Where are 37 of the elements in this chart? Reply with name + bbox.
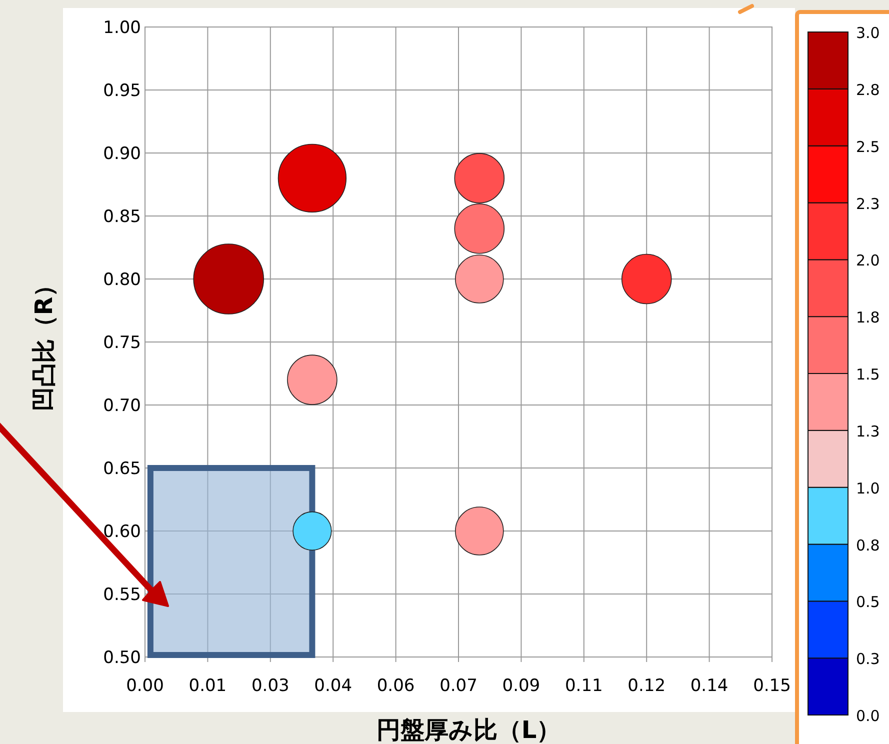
x-tick-label: 0.15 <box>753 676 791 696</box>
color-bar-label: 0.3 <box>856 650 880 668</box>
color-bar-label: 2.3 <box>856 194 880 213</box>
x-tick-label: 0.14 <box>690 676 728 696</box>
y-tick-label: 1.00 <box>103 18 141 38</box>
y-tick-label: 0.65 <box>103 459 141 479</box>
x-tick-label: 0.06 <box>376 676 415 696</box>
color-bar-label: 0.8 <box>856 536 880 554</box>
x-axis-title: 円盤厚み比（L） <box>376 716 561 744</box>
color-bar-label: 1.5 <box>856 366 880 384</box>
color-bar-label: 1.3 <box>856 422 880 440</box>
color-bar-label: 3.0 <box>856 24 880 42</box>
y-tick-label: 0.55 <box>103 585 141 605</box>
y-tick-label: 0.70 <box>103 396 141 416</box>
y-tick-label: 0.75 <box>103 333 141 353</box>
x-tick-label: 0.09 <box>502 676 540 696</box>
y-tick-label: 0.50 <box>103 648 141 668</box>
y-tick-label: 0.80 <box>103 270 141 290</box>
color-bar-label: 1.0 <box>856 479 880 498</box>
y-tick-label: 0.90 <box>103 144 141 164</box>
color-bar-label: 0.5 <box>856 593 880 612</box>
x-tick-label: 0.03 <box>251 676 290 696</box>
y-tick-label: 0.85 <box>103 207 141 227</box>
color-bar-label: 1.8 <box>856 308 880 327</box>
x-tick-label: 0.11 <box>564 676 603 696</box>
x-tick-label: 0.12 <box>628 676 666 696</box>
x-tick-label: 0.01 <box>188 676 227 696</box>
x-tick-label: 0.07 <box>440 676 478 696</box>
color-bar-label: 0.0 <box>856 707 880 725</box>
x-tick-label: 0.00 <box>126 676 164 696</box>
y-tick-label: 0.60 <box>103 522 141 542</box>
y-axis-title: 凹凸比（R） <box>30 272 58 412</box>
y-tick-label: 0.95 <box>103 81 141 101</box>
color-bar-label: 2.8 <box>856 80 880 99</box>
color-bar-label: 2.5 <box>856 138 880 156</box>
x-tick-label: 0.04 <box>314 676 352 696</box>
color-bar-label: 2.0 <box>856 252 880 270</box>
